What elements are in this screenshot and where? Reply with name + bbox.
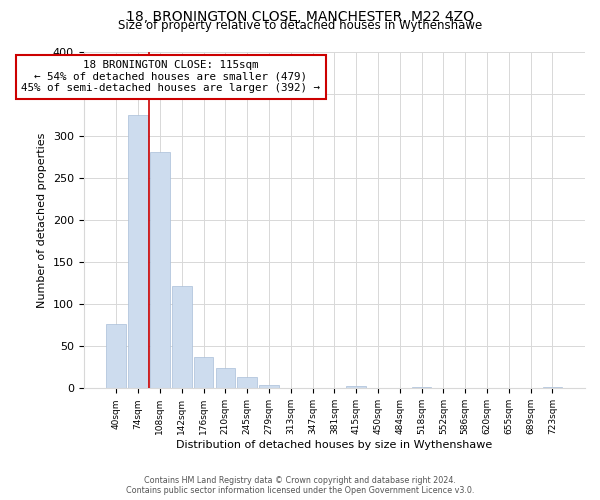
Bar <box>172 286 191 389</box>
Bar <box>346 386 366 388</box>
Bar <box>150 152 170 388</box>
X-axis label: Distribution of detached houses by size in Wythenshawe: Distribution of detached houses by size … <box>176 440 493 450</box>
Bar <box>412 386 431 388</box>
Text: Contains HM Land Registry data © Crown copyright and database right 2024.
Contai: Contains HM Land Registry data © Crown c… <box>126 476 474 495</box>
Bar <box>542 386 562 388</box>
Text: Size of property relative to detached houses in Wythenshawe: Size of property relative to detached ho… <box>118 19 482 32</box>
Text: 18 BRONINGTON CLOSE: 115sqm
← 54% of detached houses are smaller (479)
45% of se: 18 BRONINGTON CLOSE: 115sqm ← 54% of det… <box>22 60 320 93</box>
Bar <box>194 357 214 388</box>
Text: 18, BRONINGTON CLOSE, MANCHESTER, M22 4ZQ: 18, BRONINGTON CLOSE, MANCHESTER, M22 4Z… <box>126 10 474 24</box>
Bar <box>259 385 279 388</box>
Bar <box>106 324 126 388</box>
Bar <box>215 368 235 388</box>
Y-axis label: Number of detached properties: Number of detached properties <box>37 132 47 308</box>
Bar <box>128 114 148 388</box>
Bar <box>238 376 257 388</box>
